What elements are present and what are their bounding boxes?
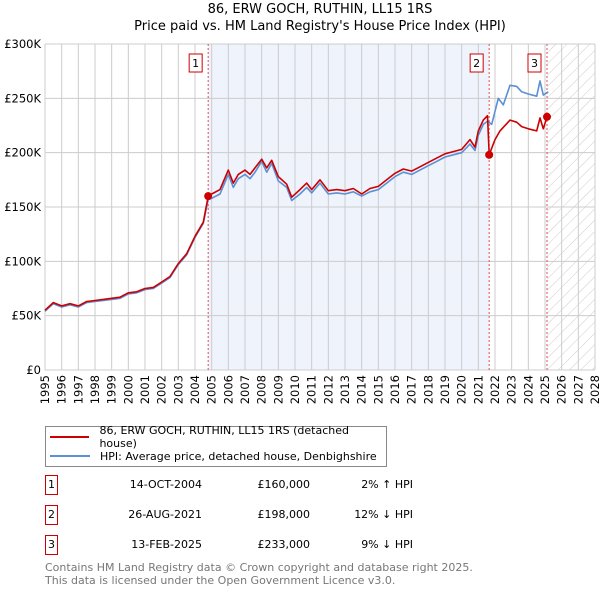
y-tick-label: £0 (26, 363, 41, 377)
y-tick-label: £100K (4, 254, 41, 268)
chart-title: 86, ERW GOCH, RUTHIN, LL15 1RS (207, 2, 433, 17)
x-tick-label: 2023 (505, 375, 519, 404)
sale-badge-label: 1 (192, 57, 199, 70)
hpi-line (44, 80, 549, 312)
x-tick-label: 2008 (255, 375, 269, 404)
legend-label: 86, ERW GOCH, RUTHIN, LL15 1RS (detached… (99, 424, 349, 450)
transaction-row: 2 26-AUG-2021 £198,000 12% ↓ HPI (45, 505, 445, 525)
x-tick-label: 2017 (405, 375, 419, 404)
x-tick-label: 1996 (55, 375, 69, 404)
x-tick-label: 1999 (105, 375, 119, 404)
x-tick-label: 2016 (388, 375, 402, 404)
legend-label: HPI: Average price, detached house, Denb… (100, 449, 377, 463)
legend: 86, ERW GOCH, RUTHIN, LL15 1RS (detached… (45, 424, 387, 467)
sale-point (543, 112, 551, 121)
y-tick-label: £150K (4, 200, 41, 214)
x-tick-label: 2006 (221, 375, 235, 404)
x-tick-label: 2009 (271, 375, 285, 404)
x-tick-label: 2013 (338, 375, 352, 404)
x-tick-label: 2010 (288, 375, 302, 404)
sale-badge (527, 53, 542, 73)
x-tick-label: 2021 (471, 375, 485, 404)
sale-point (485, 150, 494, 159)
sale-point (204, 192, 213, 201)
x-tick-label: 2027 (571, 375, 585, 404)
x-tick-label: 2019 (438, 375, 452, 404)
y-tick-label: £50K (12, 309, 42, 323)
y-tick-label: £300K (4, 37, 41, 51)
x-tick-label: 2015 (371, 375, 385, 404)
x-tick-label: 2028 (588, 375, 600, 404)
property-price-line (44, 114, 548, 311)
x-tick-label: 2025 (538, 375, 552, 404)
x-tick-label: 1995 (38, 375, 52, 404)
x-tick-label: 2024 (521, 375, 535, 404)
transaction-price: £160,000 (257, 478, 311, 491)
transaction-hpi-diff: 12% ↓ HPI (354, 508, 413, 521)
x-tick-label: 2026 (555, 375, 569, 404)
marker-badge: 3 (45, 535, 58, 555)
x-tick-label: 2014 (355, 375, 369, 404)
x-tick-label: 2007 (238, 375, 252, 404)
x-tick-label: 2011 (305, 375, 319, 404)
x-tick-label: 2004 (188, 375, 202, 404)
chart-subtitle: Price paid vs. HM Land Registry's House … (134, 19, 506, 34)
x-tick-label: 1997 (71, 375, 85, 404)
x-tick-label: 2005 (205, 375, 219, 404)
transaction-hpi-diff: 2% ↑ HPI (361, 478, 413, 491)
x-tick-label: 1998 (88, 375, 102, 404)
x-tick-label: 2000 (121, 375, 135, 404)
x-tick-label: 2012 (321, 375, 335, 404)
copyright-note: Contains HM Land Registry data © Crown c… (45, 561, 473, 574)
licence-note: This data is licensed under the Open Gov… (45, 574, 396, 587)
transaction-date: 26-AUG-2021 (128, 508, 202, 521)
legend-item-property: 86, ERW GOCH, RUTHIN, LL15 1RS (detached… (50, 424, 386, 450)
x-tick-label: 2001 (138, 375, 152, 404)
transaction-row: 1 14-OCT-2004 £160,000 2% ↑ HPI (45, 475, 445, 495)
legend-item-hpi: HPI: Average price, detached house, Denb… (50, 448, 377, 464)
transaction-row: 3 13-FEB-2025 £233,000 9% ↓ HPI (45, 535, 445, 555)
marker-badge: 2 (45, 505, 58, 525)
y-tick-label: £200K (4, 146, 41, 160)
marker-badge: 1 (45, 475, 58, 495)
transaction-price: £198,000 (257, 508, 311, 521)
sale-badge-label: 3 (531, 57, 538, 70)
x-tick-label: 2018 (421, 375, 435, 404)
red-line-swatch (50, 436, 90, 438)
sale-badge (188, 53, 203, 73)
transaction-date: 13-FEB-2025 (131, 538, 202, 551)
x-tick-label: 2003 (171, 375, 185, 404)
transaction-hpi-diff: 9% ↓ HPI (361, 538, 413, 551)
sale-badge (469, 53, 484, 73)
x-tick-label: 2002 (155, 375, 169, 404)
transaction-price: £233,000 (257, 538, 311, 551)
x-tick-label: 2020 (455, 375, 469, 404)
price-chart: 1995 1996 1997 1998 1999 2000 2001 2002 2003 2004… (4, 37, 600, 404)
sale-badge-label: 2 (473, 57, 480, 70)
y-tick-label: £250K (4, 91, 41, 105)
x-tick-label: 2022 (488, 375, 502, 404)
transaction-date: 14-OCT-2004 (129, 478, 202, 491)
blue-line-swatch (50, 455, 90, 457)
